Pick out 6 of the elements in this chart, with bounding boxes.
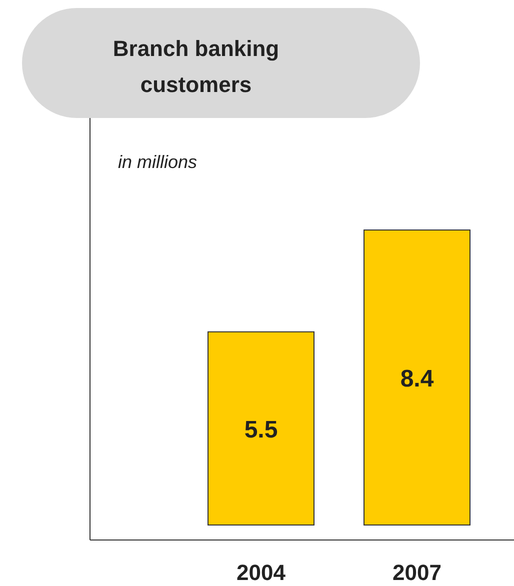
x-tick-label: 2004 — [236, 560, 286, 585]
data-label: 8.4 — [400, 366, 434, 392]
chart-subtitle: in millions — [118, 152, 198, 172]
chart-title: Branch banking customers — [112, 36, 280, 97]
data-label: 5.5 — [244, 416, 278, 444]
x-tick-label: 2007 — [392, 560, 442, 585]
